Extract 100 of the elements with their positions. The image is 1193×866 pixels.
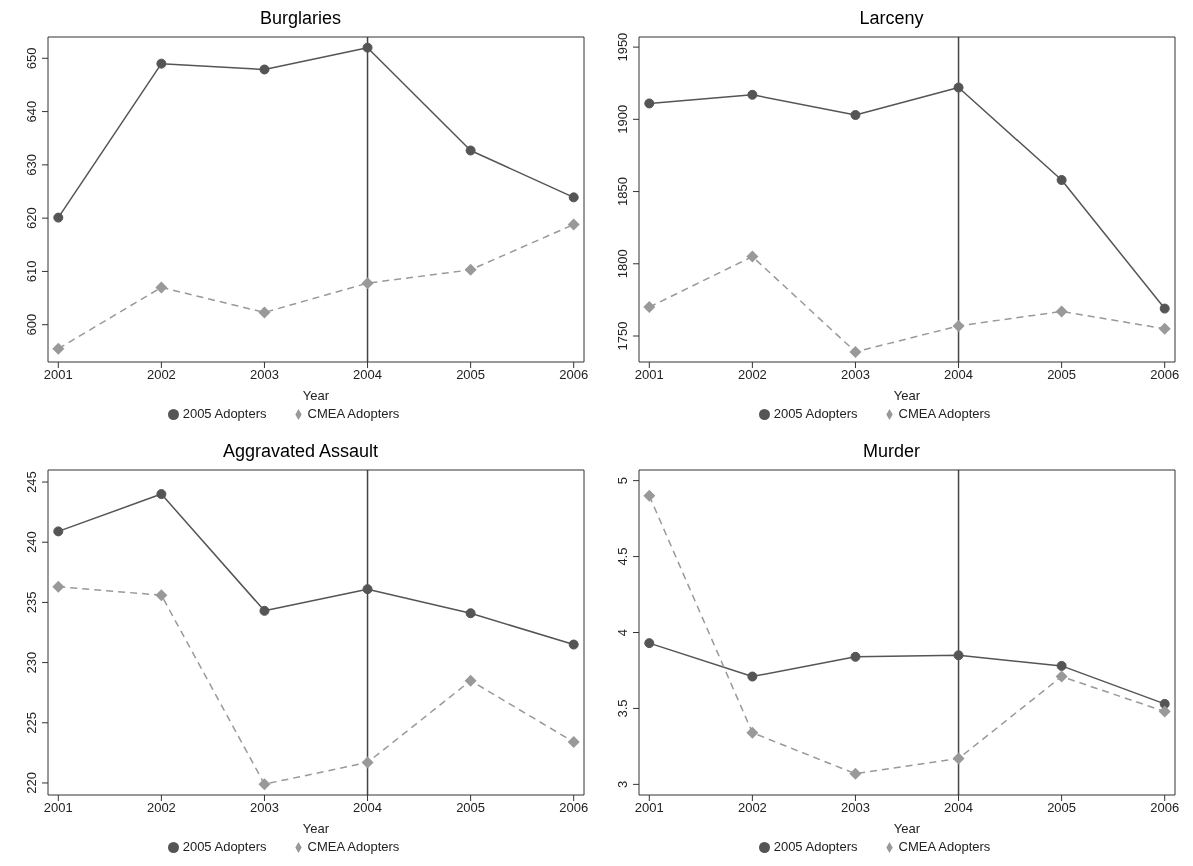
point: [258, 778, 271, 791]
y-tick-label: 240: [24, 531, 39, 554]
x-tick-label: 2006: [1150, 367, 1180, 383]
point: [464, 263, 477, 276]
point: [53, 526, 64, 537]
y-tick-label: 235: [24, 591, 39, 614]
point: [567, 218, 580, 231]
point: [850, 110, 861, 120]
x-tick-label: 2003: [250, 800, 279, 816]
x-axis-title: Year: [893, 388, 921, 403]
x-tick-label: 2003: [841, 800, 870, 816]
point: [1158, 322, 1171, 335]
legend-label: CMEA Adopters: [898, 839, 991, 854]
point: [747, 89, 758, 100]
legend-label: CMEA Adopters: [898, 406, 991, 421]
point: [1158, 705, 1171, 718]
x-axis-title: Year: [302, 388, 330, 403]
point: [1055, 305, 1068, 318]
x-tick-label: 2005: [456, 367, 486, 383]
point: [746, 726, 759, 739]
legend-label: 2005 Adopters: [182, 406, 267, 421]
x-tick-label: 2003: [841, 367, 870, 383]
chart-title: Burglaries: [258, 8, 342, 30]
point: [568, 192, 579, 203]
x-tick-label: 2002: [146, 800, 176, 816]
x-tick-label: 2004: [353, 367, 382, 383]
legend-label: 2005 Adopters: [182, 839, 267, 854]
point: [1159, 303, 1170, 314]
legend-label: CMEA Adopters: [307, 406, 400, 421]
y-tick-label: 600: [24, 313, 39, 336]
x-tick-label: 2001: [43, 367, 73, 383]
x-tick-label: 2006: [1150, 800, 1180, 816]
point: [952, 752, 965, 765]
point: [643, 489, 656, 502]
y-tick-label: 1900: [615, 104, 630, 134]
y-tick-label: 4.5: [615, 547, 630, 566]
point: [567, 736, 580, 749]
chart-title: Murder: [862, 441, 921, 463]
legend-label: 2005 Adopters: [773, 406, 858, 421]
x-axis-title: Year: [302, 821, 330, 836]
y-tick-label: 640: [24, 100, 39, 123]
point: [747, 671, 758, 682]
point: [52, 342, 65, 355]
x-tick-label: 2003: [250, 367, 279, 383]
y-tick-label: 5: [615, 477, 630, 485]
point: [644, 98, 655, 109]
point: [155, 281, 168, 294]
x-tick-label: 2004: [944, 800, 973, 816]
point: [850, 651, 861, 662]
legend-label: CMEA Adopters: [307, 839, 400, 854]
point: [1056, 175, 1067, 185]
y-tick-label: 3.5: [615, 699, 630, 718]
point: [361, 756, 374, 769]
chart-title: Aggravated Assault: [221, 441, 380, 463]
x-tick-label: 2005: [456, 800, 486, 816]
point: [849, 345, 862, 358]
x-tick-label: 2002: [737, 800, 767, 816]
y-tick-label: 225: [24, 711, 39, 734]
x-tick-label: 2002: [737, 367, 767, 383]
x-tick-label: 2001: [43, 800, 73, 816]
x-tick-label: 2005: [1047, 367, 1077, 383]
point: [464, 674, 477, 687]
x-tick-label: 2006: [559, 800, 589, 816]
point: [953, 650, 964, 661]
legend-label: 2005 Adopters: [773, 839, 858, 854]
point: [952, 319, 965, 332]
point: [849, 767, 862, 780]
point: [1159, 698, 1170, 709]
y-tick-label: 1750: [615, 321, 630, 351]
point: [643, 301, 656, 314]
point: [259, 64, 270, 75]
y-tick-label: 630: [24, 154, 39, 176]
y-tick-label: 220: [24, 772, 39, 794]
point: [644, 638, 655, 649]
y-tick-label: 620: [24, 207, 39, 229]
point: [568, 639, 579, 650]
y-tick-label: 610: [24, 260, 39, 283]
point: [362, 42, 373, 53]
x-tick-label: 2004: [353, 800, 382, 816]
y-tick-label: 230: [24, 651, 39, 674]
y-tick-label: 1950: [615, 32, 630, 62]
y-tick-label: 650: [24, 47, 39, 70]
x-tick-label: 2006: [559, 367, 589, 383]
point: [156, 489, 167, 500]
chart-title: Larceny: [858, 8, 925, 30]
x-axis-title: Year: [893, 821, 921, 836]
point: [156, 58, 167, 69]
x-tick-label: 2001: [634, 800, 664, 816]
x-tick-label: 2002: [146, 367, 176, 383]
x-tick-label: 2004: [944, 367, 973, 383]
point: [746, 250, 759, 263]
point: [465, 608, 476, 619]
point: [362, 584, 373, 595]
y-tick-label: 3: [615, 780, 630, 788]
point: [361, 277, 374, 290]
point: [465, 145, 476, 156]
point: [52, 580, 65, 593]
y-tick-label: 1850: [615, 177, 630, 207]
y-tick-label: 4: [615, 628, 630, 637]
y-tick-label: 1800: [615, 249, 630, 279]
